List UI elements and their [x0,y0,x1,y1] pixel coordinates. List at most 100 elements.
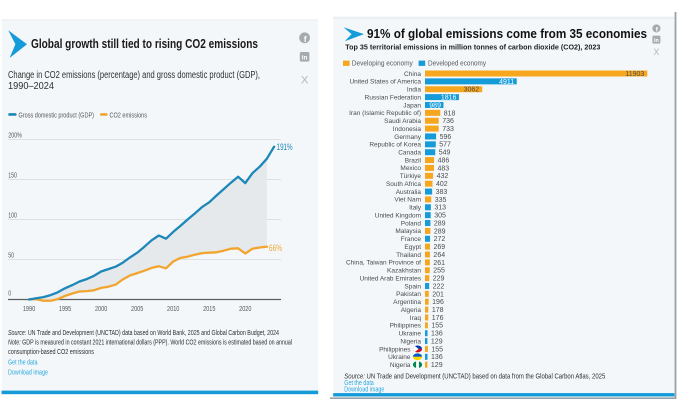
svg-text:155: 155 [431,323,443,330]
svg-text:596: 596 [440,134,452,141]
svg-text:Download image: Download image [344,386,384,393]
svg-text:Mexico: Mexico [400,165,421,172]
svg-text:Global growth still tied to ri: Global growth still tied to rising CO2 e… [31,36,258,51]
svg-text:Source: UN Trade and Developme: Source: UN Trade and Development (UNCTAD… [8,330,279,337]
svg-text:261: 261 [433,260,445,267]
svg-text:402: 402 [436,181,448,188]
svg-text:129: 129 [431,338,443,345]
svg-text:1995: 1995 [59,304,71,313]
svg-text:305: 305 [434,213,446,220]
svg-text:Saudi Arabia: Saudi Arabia [384,118,421,125]
svg-text:577: 577 [439,142,451,149]
svg-text:Iraq: Iraq [410,315,422,322]
svg-text:1990–2024: 1990–2024 [8,81,55,92]
svg-text:100: 100 [8,211,17,220]
svg-text:United Kingdom: United Kingdom [375,212,421,219]
svg-text:Indonesia: Indonesia [393,126,422,133]
svg-text:736: 736 [442,118,454,125]
svg-text:Developed economy: Developed economy [428,59,486,68]
svg-text:Germany: Germany [394,134,421,141]
svg-text:289: 289 [434,220,446,227]
svg-text:in: in [302,54,308,61]
svg-text:432: 432 [437,173,449,180]
svg-text:CO2 emissions: CO2 emissions [110,111,148,120]
svg-text:549: 549 [439,150,451,157]
svg-text:Thailand: Thailand [396,252,421,259]
svg-text:Poland: Poland [401,220,422,227]
svg-text:Download image: Download image [8,369,48,376]
svg-text:Change in CO2 emissions (perce: Change in CO2 emissions (percentage) and… [8,70,260,81]
svg-text:Get the data: Get the data [8,360,38,367]
svg-text:India: India [407,87,421,94]
svg-text:Get the data: Get the data [344,380,374,387]
svg-text:Türkiye: Türkiye [400,173,422,180]
svg-text:1990: 1990 [23,304,35,313]
svg-text:Top 35 territorial emissions i: Top 35 territorial emissions in million … [345,43,600,52]
svg-text:486: 486 [438,157,450,164]
svg-text:289: 289 [434,228,446,235]
svg-text:989: 989 [429,102,441,109]
svg-text:3062: 3062 [464,87,480,94]
svg-text:United Arab Emirates: United Arab Emirates [360,275,422,282]
svg-text:Republic of Korea: Republic of Korea [369,142,421,149]
svg-text:Canada: Canada [398,150,421,157]
svg-text:Source: UN Trade and Developme: Source: UN Trade and Development (UNCTAD… [344,373,605,380]
svg-text:91% of global emissions come f: 91% of global emissions come from 35 eco… [367,26,647,41]
svg-text:229: 229 [433,276,445,283]
svg-text:Note: GDP is measured in const: Note: GDP is measured in constant 2021 i… [8,340,292,347]
svg-text:f: f [304,34,307,44]
svg-text:Viet Nam: Viet Nam [394,197,421,204]
svg-text:150: 150 [8,171,17,180]
svg-text:Malaysia: Malaysia [395,228,421,235]
svg-text:200%: 200% [8,131,22,140]
svg-text:Ukraine: Ukraine [399,331,422,338]
svg-text:272: 272 [434,236,446,243]
svg-text:11903: 11903 [625,71,644,78]
svg-text:1816: 1816 [441,95,457,102]
svg-text:2010: 2010 [167,304,179,313]
svg-text:Egypt: Egypt [404,244,421,251]
svg-text:X: X [653,47,659,57]
svg-text:4911: 4911 [499,79,514,86]
svg-text:733: 733 [442,126,454,133]
svg-text:264: 264 [433,252,445,259]
svg-text:Nigeria: Nigeria [400,338,421,345]
svg-text:313: 313 [434,205,446,212]
svg-text:Philippines: Philippines [379,346,411,353]
svg-text:50: 50 [8,251,14,260]
svg-text:Developing economy: Developing economy [352,59,413,68]
svg-text:Nigeria: Nigeria [390,362,411,369]
svg-text:China: China [404,71,421,78]
svg-text:196: 196 [432,299,444,306]
svg-text:Russian Federation: Russian Federation [365,94,422,101]
svg-text:Spain: Spain [404,283,421,290]
svg-text:2005: 2005 [131,304,143,313]
svg-text:155: 155 [431,346,443,353]
svg-text:X: X [301,74,309,86]
svg-text:Gross domestic product (GDP): Gross domestic product (GDP) [19,111,95,120]
svg-text:269: 269 [434,244,446,251]
svg-text:Australia: Australia [396,189,422,196]
svg-text:consumption-based CO2 emission: consumption-based CO2 emissions [8,349,94,356]
svg-text:136: 136 [431,354,443,361]
svg-text:2000: 2000 [95,304,107,313]
svg-text:2020: 2020 [239,304,251,313]
svg-text:129: 129 [431,362,443,369]
svg-text:Italy: Italy [409,205,422,212]
svg-text:China, Taiwan Province of: China, Taiwan Province of [346,260,421,267]
svg-text:176: 176 [432,315,444,322]
svg-text:66%: 66% [269,243,282,253]
svg-text:Philippines: Philippines [390,323,422,330]
svg-text:255: 255 [433,268,445,275]
svg-text:Japan: Japan [403,102,421,109]
svg-text:383: 383 [436,189,448,196]
svg-text:Ukraine: Ukraine [388,354,411,361]
svg-text:2015: 2015 [203,304,215,313]
svg-text:Pakistan: Pakistan [396,291,421,298]
svg-text:United States of America: United States of America [349,79,421,86]
svg-text:Brazil: Brazil [405,157,422,164]
svg-text:178: 178 [432,307,444,314]
svg-text:in: in [654,38,659,44]
svg-text:335: 335 [435,197,447,204]
svg-text:818: 818 [444,110,456,117]
